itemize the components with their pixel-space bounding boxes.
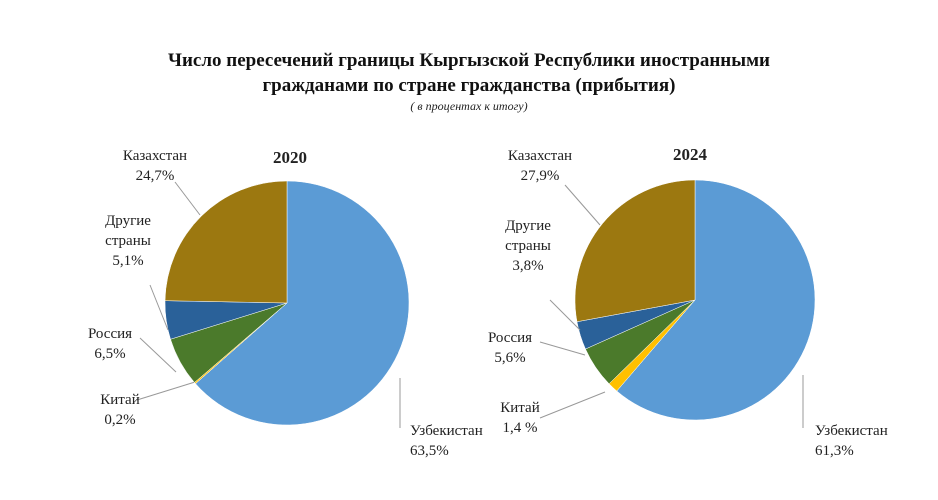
leader-line [136, 381, 196, 401]
leader-line [174, 181, 201, 216]
pie-slice [195, 180, 410, 426]
chart-subtitle: ( в процентах к итогу) [410, 99, 528, 113]
leader-line [139, 337, 177, 373]
pie-slice [164, 180, 288, 304]
slice-label: Россия 6,5% [88, 326, 132, 362]
slice-label: Казахстан 24,7% [123, 148, 187, 184]
slice-label: Узбекистан 63,5% [410, 423, 483, 459]
slice-label: Россия 5,6% [488, 330, 532, 366]
leader-line [149, 284, 169, 331]
slice-label: Другие страны 3,8% [505, 218, 551, 274]
leader-line [539, 391, 606, 419]
pie-slice [616, 179, 816, 421]
slice-label: Другие страны 5,1% [105, 213, 151, 269]
pie-title: 2024 [673, 145, 708, 164]
slice-label: Китай 0,2% [100, 392, 139, 428]
pie-slice [574, 179, 696, 323]
leader-line [549, 299, 581, 331]
slice-label: Узбекистан 61,3% [815, 423, 888, 459]
slice-label: Китай 1,4 % [500, 400, 539, 436]
leader-line [539, 341, 586, 356]
chart-title-line2: гражданами по стране гражданства (прибыт… [262, 75, 676, 96]
slice-label: Казахстан 27,9% [508, 148, 572, 184]
chart-title-line1: Число пересечений границы Кыргызской Рес… [168, 50, 770, 71]
leader-line [564, 184, 601, 226]
pie-title: 2020 [273, 148, 307, 167]
